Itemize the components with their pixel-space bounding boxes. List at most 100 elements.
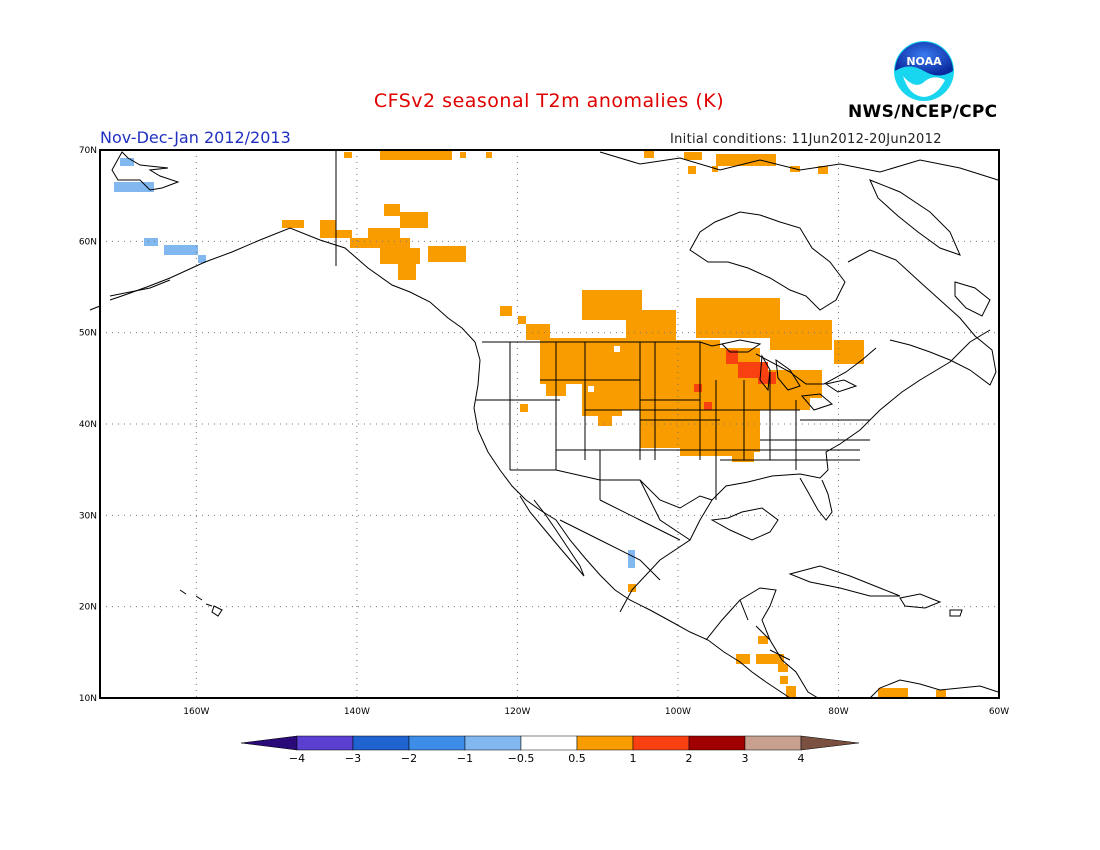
anomaly-cell	[770, 320, 832, 350]
anomaly-cells	[114, 150, 946, 698]
colorbar-arrow-low	[240, 735, 298, 751]
colorbar-arrow-high	[800, 735, 860, 751]
coastline-baja	[519, 495, 585, 577]
colorbar-box	[296, 735, 354, 751]
anomaly-cell	[878, 688, 908, 698]
anomaly-cell	[716, 154, 776, 166]
anomaly-cell	[588, 386, 594, 392]
colorbar-box	[464, 735, 522, 751]
anomaly-cell	[460, 152, 466, 158]
colorbar-box	[688, 735, 746, 751]
anomaly-cell	[696, 298, 780, 338]
lon-label: 120W	[504, 707, 530, 717]
anomaly-cell	[628, 584, 636, 592]
lat-label: 70N	[79, 146, 97, 156]
anomaly-cell	[626, 310, 676, 342]
coastline-hispaniola	[899, 593, 942, 609]
colorbar-tick-label: 0.5	[568, 752, 586, 765]
anomaly-cell	[834, 340, 864, 364]
coastline-alaska-south	[109, 227, 791, 699]
coastline-aleutians	[89, 279, 171, 311]
anomaly-cell	[736, 654, 750, 664]
colorbar-tick-label: 4	[798, 752, 805, 765]
anomaly-cell	[428, 246, 466, 262]
coastline-hudson-bay	[689, 211, 846, 311]
anomaly-cell	[282, 220, 304, 228]
coastline-arctic-islands	[599, 151, 999, 181]
border-us-mexico	[510, 469, 713, 509]
anomaly-cell	[114, 182, 154, 192]
coastline-hawaii	[179, 589, 223, 617]
colorbar: −4 −3 −2 −1 −0.5 0.5 1 2 3 4	[240, 735, 860, 765]
anomaly-cell	[786, 686, 796, 698]
logo-text: NOAA	[906, 55, 942, 68]
anomaly-cell	[520, 404, 528, 412]
lon-label: 60W	[989, 707, 1009, 717]
colorbar-tick-label: −4	[289, 752, 305, 765]
lat-label: 10N	[79, 694, 97, 704]
lat-label: 60N	[79, 237, 97, 247]
anomaly-cell	[398, 262, 416, 280]
lat-label: 40N	[79, 420, 97, 430]
anomaly-cell	[526, 324, 550, 340]
latitude-labels: 70N 60N 50N 40N 30N 20N 10N	[79, 146, 97, 704]
anomaly-cell	[614, 346, 620, 352]
lat-label: 20N	[79, 603, 97, 613]
map-frame	[99, 149, 1000, 699]
anomaly-cell	[688, 166, 696, 174]
colorbar-tick-label: 3	[742, 752, 749, 765]
coastline-labrador	[847, 249, 997, 386]
coastline-puerto-rico	[949, 609, 963, 617]
colorbar-tick-label: 2	[686, 752, 693, 765]
anomaly-cell	[694, 384, 702, 392]
coastline-south-america	[869, 679, 999, 699]
anomaly-cell	[380, 150, 452, 160]
colorbar-box	[744, 735, 802, 751]
coastline-yucatan	[710, 507, 779, 541]
lon-label: 140W	[344, 707, 370, 717]
anomaly-cell	[778, 664, 788, 672]
anomaly-cell	[400, 212, 428, 228]
anomaly-cell	[500, 306, 512, 316]
lon-label: 80W	[828, 707, 848, 717]
colorbar-tick-label: 1	[630, 752, 637, 765]
coastline-central-america	[705, 587, 819, 699]
anomaly-cell	[198, 255, 206, 263]
anomaly-cell	[486, 152, 492, 158]
anomaly-cell	[384, 204, 400, 216]
anomaly-cell	[380, 248, 420, 264]
anomaly-cell	[780, 676, 788, 684]
colorbar-box	[632, 735, 690, 751]
chart-title: CFSv2 seasonal T2m anomalies (K)	[373, 90, 725, 112]
us-state-grid	[476, 342, 870, 500]
longitude-labels: 160W 140W 120W 100W 80W 60W	[183, 707, 1009, 717]
anomaly-cell	[936, 690, 946, 698]
anomaly-cell	[756, 654, 784, 664]
graticule	[100, 150, 999, 698]
coastlines	[89, 151, 999, 699]
coastline-baffin	[869, 179, 961, 256]
anomaly-cell	[164, 245, 198, 255]
lon-label: 160W	[183, 707, 209, 717]
anomaly-cell	[758, 636, 768, 644]
anomaly-cell	[320, 220, 336, 238]
lat-label: 50N	[79, 329, 97, 339]
colorbar-box	[576, 735, 634, 751]
anomaly-cell	[726, 350, 738, 364]
anomaly-cell	[704, 402, 712, 410]
anomaly-cell	[758, 372, 776, 384]
coastline-florida	[799, 477, 833, 521]
noaa-logo: NOAA	[894, 41, 954, 101]
lon-label: 100W	[665, 707, 691, 717]
anomaly-cell	[598, 408, 612, 426]
lat-label: 30N	[79, 511, 97, 521]
anomaly-cell	[120, 158, 134, 166]
political-borders	[335, 150, 877, 661]
anomaly-cell	[628, 550, 635, 568]
coastline-gulf	[619, 329, 991, 613]
colorbar-tick-label: −2	[401, 752, 417, 765]
colorbar-tick-label: −0.5	[508, 752, 535, 765]
anomaly-cell	[518, 316, 526, 324]
anomaly-cell	[732, 452, 754, 462]
